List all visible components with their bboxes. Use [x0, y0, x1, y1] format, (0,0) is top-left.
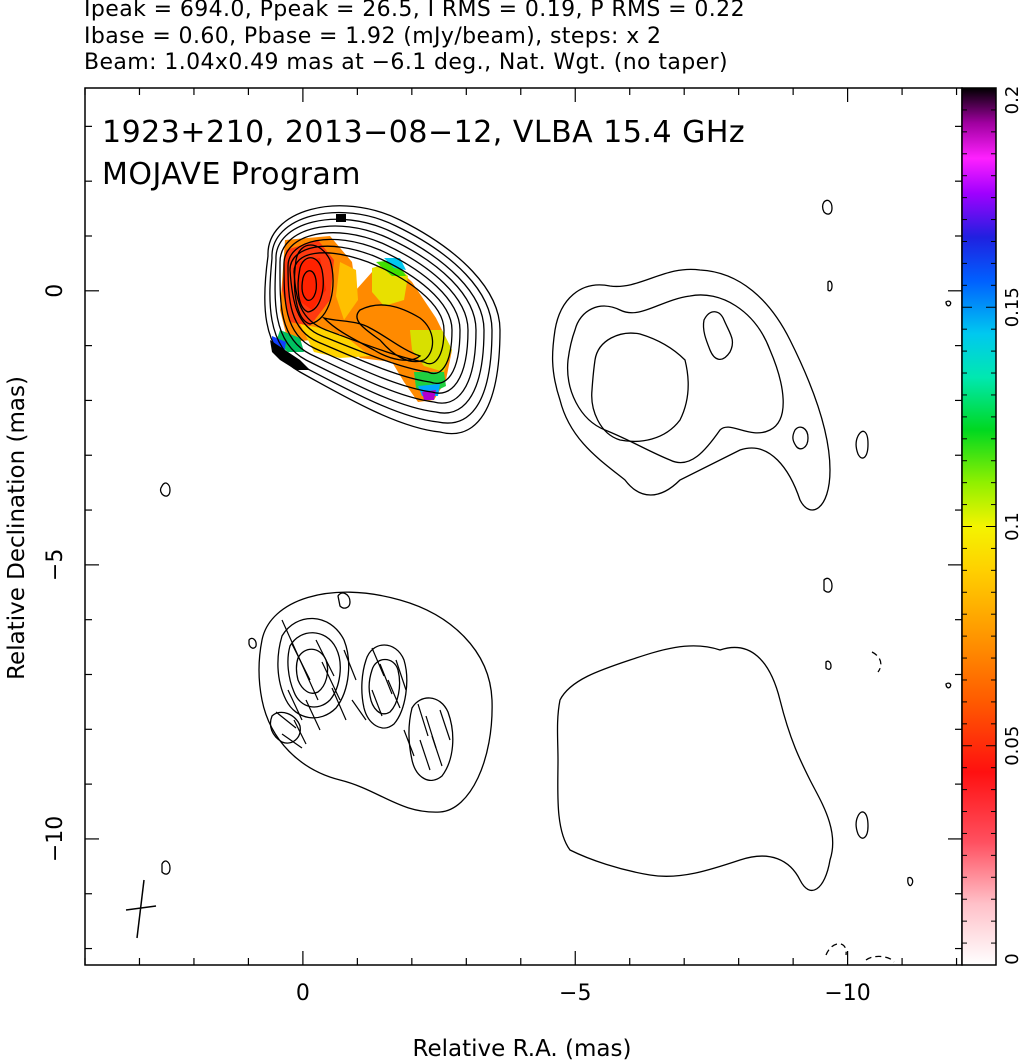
header-line-intensity: Ipeak = 694.0, Ppeak = 26.5, I RMS = 0.1…: [84, 0, 745, 22]
evpa-tick: [403, 729, 415, 757]
evpa-tick: [431, 735, 443, 767]
axis-ticks: [84, 88, 962, 965]
colorbar-ticks: [962, 87, 996, 966]
source-label: 1923+210, 2013−08−12, VLBA 15.4 GHz: [102, 115, 745, 150]
header-line-beam: Beam: 1.04x0.49 mas at −6.1 deg., Nat. W…: [84, 50, 728, 75]
x-tick-label-1: −5: [559, 981, 591, 1006]
evpa-tick: [305, 699, 321, 731]
header-line-base: Ibase = 0.60, Pbase = 1.92 (mJy/beam), s…: [84, 24, 662, 49]
evpa-tick: [343, 649, 357, 681]
evpa-tick: [331, 687, 347, 721]
evpa-tick: [315, 639, 335, 677]
evpa-tick: [371, 647, 385, 677]
x-tick-label-2: −10: [824, 981, 870, 1006]
evpa-tick: [299, 659, 319, 701]
evpa-tick: [281, 733, 303, 749]
y-tick-label-2: −10: [43, 816, 68, 862]
y-tick-label-0: 0: [43, 284, 68, 298]
plot-frame: [84, 87, 963, 966]
evpa-tick: [293, 719, 307, 745]
colorbar-tick-label-3: 0.15: [1002, 287, 1022, 327]
evpa-tick: [379, 663, 393, 695]
evpa-tick: [419, 739, 431, 771]
evpa-tick: [275, 711, 297, 729]
y-axis-label: Relative Declination (mas): [4, 376, 30, 680]
beam-cross: [125, 879, 157, 939]
y-tick-label-1: −5: [43, 549, 68, 581]
evpa-tick: [387, 679, 401, 709]
evpa-vectors: [275, 619, 451, 771]
evpa-tick: [321, 661, 341, 701]
colorbar-tick-label-0: 0: [1002, 953, 1022, 964]
contour-lines: [159, 199, 952, 963]
evpa-tick: [417, 703, 429, 737]
evpa-tick: [371, 689, 383, 717]
x-tick-label-0: 0: [296, 981, 310, 1006]
evpa-tick: [351, 699, 367, 721]
evpa-tick: [395, 659, 407, 691]
colorbar-tick-label-2: 0.1: [1002, 512, 1022, 541]
colorbar-tick-label-4: 0.2: [1002, 86, 1022, 115]
evpa-tick: [287, 689, 303, 721]
program-label: MOJAVE Program: [102, 157, 361, 192]
colorbar-tick-label-1: 0.05: [1002, 726, 1022, 766]
x-axis-label: Relative R.A. (mas): [413, 1036, 632, 1061]
evpa-tick: [439, 709, 451, 741]
